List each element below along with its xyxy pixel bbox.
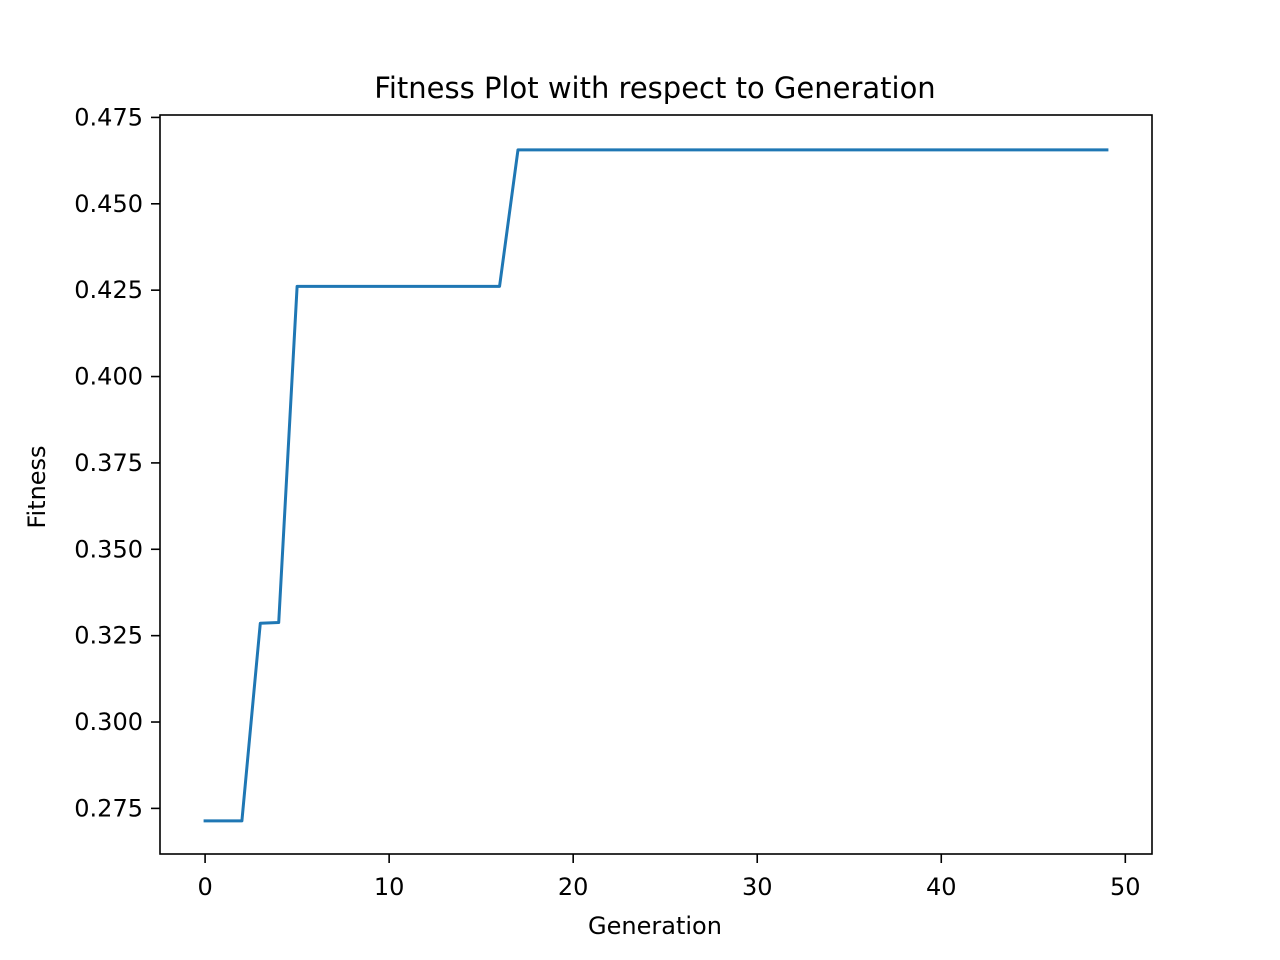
y-tick-label: 0.275	[74, 794, 143, 822]
y-tick-label: 0.475	[74, 103, 143, 131]
x-tick-label: 30	[742, 873, 773, 901]
y-tick-label: 0.375	[74, 449, 143, 477]
x-tick-label: 50	[1110, 873, 1141, 901]
x-tick-label: 20	[558, 873, 589, 901]
series-line	[203, 148, 1109, 823]
y-tick-label: 0.425	[74, 276, 143, 304]
axes-frame	[159, 114, 1153, 855]
y-axis-label: Fitness	[23, 445, 51, 528]
x-axis: 0 10 20 30 40 50	[197, 854, 1141, 901]
series-layer	[203, 148, 1109, 823]
y-axis: 0.275 0.300 0.325 0.350 0.375 0.400 0.425 0.450…	[74, 103, 160, 822]
y-tick-label: 0.300	[74, 708, 143, 736]
y-tick-label: 0.400	[74, 363, 143, 391]
x-axis-label: Generation	[588, 912, 722, 940]
y-tick-label: 0.325	[74, 622, 143, 650]
x-tick-label: 0	[197, 873, 212, 901]
x-tick-label: 10	[374, 873, 405, 901]
y-tick-label: 0.450	[74, 190, 143, 218]
chart-title: Fitness Plot with respect to Generation	[374, 71, 935, 105]
y-tick-label: 0.350	[74, 535, 143, 563]
x-tick-label: 40	[926, 873, 957, 901]
